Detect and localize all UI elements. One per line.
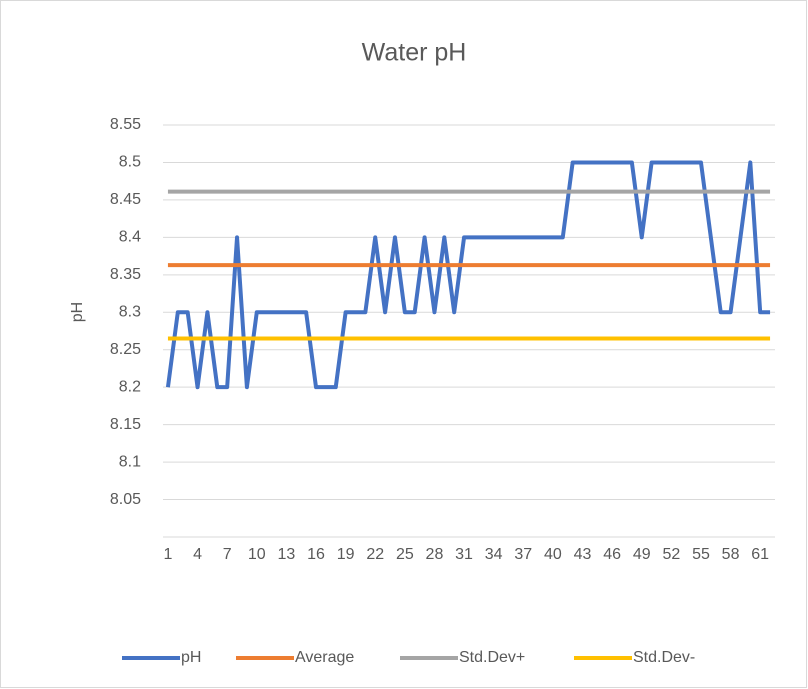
x-tick-label: 19	[337, 546, 355, 563]
y-tick-label: 8.1	[119, 453, 141, 470]
y-tick-label: 8.45	[110, 191, 141, 208]
x-tick-label: 49	[633, 546, 651, 563]
legend-label: Std.Dev+	[459, 649, 525, 666]
y-tick-label: 8.55	[110, 116, 141, 133]
y-tick-label: 8.2	[119, 378, 141, 395]
x-tick-label: 7	[223, 546, 232, 563]
line-series	[165, 160, 771, 390]
x-tick-label: 28	[426, 546, 444, 563]
x-tick-label: 55	[692, 546, 710, 563]
y-tick-label: 8.15	[110, 416, 141, 433]
x-tick-label: 61	[751, 546, 769, 563]
x-tick-label: 58	[722, 546, 740, 563]
y-tick-label: 8.3	[119, 303, 141, 320]
y-tick-label: 8.05	[110, 491, 141, 508]
y-tick-label: 8.5	[119, 154, 141, 171]
y-tick-label: 8.4	[119, 229, 141, 246]
x-tick-label: 40	[544, 546, 562, 563]
legend-label: Std.Dev-	[633, 649, 695, 666]
x-tick-label: 34	[485, 546, 503, 563]
x-tick-label: 22	[366, 546, 384, 563]
x-tick-label: 37	[514, 546, 532, 563]
y-tick-label: 8.25	[110, 341, 141, 358]
x-tick-label: 43	[574, 546, 592, 563]
chart-title: Water pH	[362, 39, 467, 67]
x-tick-label: 1	[163, 546, 172, 563]
y-axis-label: pH	[69, 302, 86, 322]
x-tick-label: 52	[662, 546, 680, 563]
x-tick-label: 4	[193, 546, 202, 563]
legend-label: Average	[295, 649, 354, 666]
x-tick-label: 31	[455, 546, 473, 563]
x-tick-label: 16	[307, 546, 325, 563]
x-tick-label: 13	[277, 546, 295, 563]
y-tick-label: 8.35	[110, 266, 141, 283]
x-tick-label: 46	[603, 546, 621, 563]
legend-label: pH	[181, 649, 201, 666]
x-tick-label: 10	[248, 546, 266, 563]
x-tick-label: 25	[396, 546, 414, 563]
